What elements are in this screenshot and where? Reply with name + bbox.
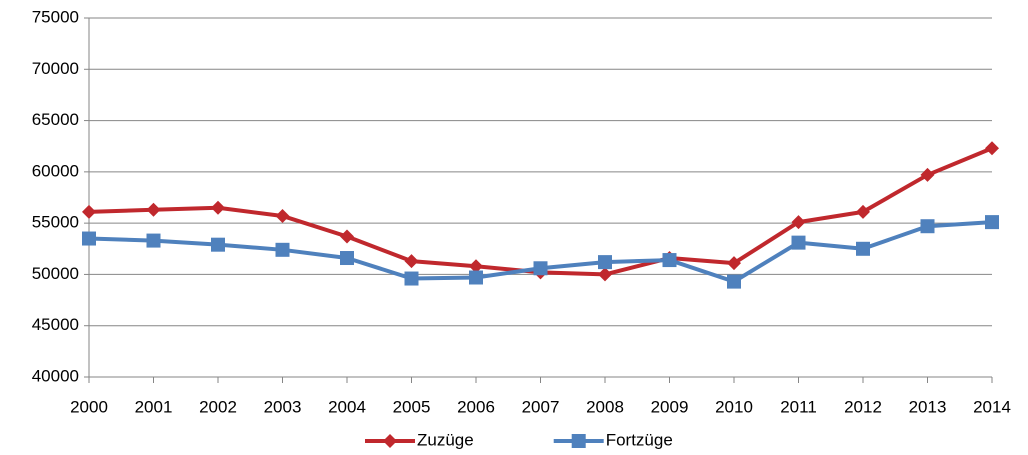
x-tick-label: 2007 bbox=[522, 397, 560, 416]
data-point bbox=[469, 270, 483, 285]
x-tick-label: 2012 bbox=[844, 397, 882, 416]
legend-label: Fortzüge bbox=[606, 430, 673, 449]
y-tick-label: 65000 bbox=[32, 110, 79, 129]
data-point bbox=[146, 202, 161, 217]
data-point bbox=[146, 233, 161, 248]
data-point bbox=[275, 208, 290, 223]
x-tick-label: 2006 bbox=[457, 397, 495, 416]
data-point bbox=[211, 200, 225, 215]
x-tick-label: 2002 bbox=[199, 397, 237, 416]
data-point bbox=[985, 141, 999, 156]
legend-marker bbox=[571, 434, 586, 448]
data-point bbox=[727, 274, 741, 289]
x-tick-label: 2009 bbox=[651, 397, 689, 416]
data-point bbox=[211, 237, 225, 252]
data-point bbox=[920, 219, 935, 234]
data-point bbox=[856, 204, 870, 219]
x-tick-label: 2001 bbox=[135, 397, 173, 416]
data-point bbox=[404, 254, 419, 269]
data-point bbox=[920, 167, 935, 182]
y-tick-label: 50000 bbox=[32, 264, 79, 283]
y-tick-label: 70000 bbox=[32, 59, 79, 78]
data-point bbox=[791, 215, 806, 230]
data-point bbox=[662, 253, 677, 268]
data-point bbox=[598, 267, 612, 282]
x-tick-label: 2013 bbox=[909, 397, 947, 416]
x-tick-label: 2005 bbox=[393, 397, 431, 416]
data-point bbox=[82, 204, 96, 219]
data-point bbox=[340, 251, 354, 266]
y-tick-label: 45000 bbox=[32, 315, 79, 334]
y-tick-label: 75000 bbox=[32, 7, 79, 26]
x-tick-label: 2014 bbox=[973, 397, 1011, 416]
data-point bbox=[404, 271, 419, 286]
y-tick-label: 55000 bbox=[32, 213, 79, 232]
y-tick-label: 60000 bbox=[32, 161, 79, 180]
data-point bbox=[340, 229, 354, 244]
data-point bbox=[985, 215, 999, 230]
legend-marker bbox=[383, 434, 397, 448]
data-point bbox=[275, 242, 290, 257]
data-point bbox=[533, 261, 548, 276]
x-tick-label: 2003 bbox=[264, 397, 302, 416]
x-tick-label: 2000 bbox=[70, 397, 108, 416]
data-point bbox=[856, 241, 870, 256]
x-tick-label: 2008 bbox=[586, 397, 624, 416]
data-point bbox=[82, 231, 96, 246]
data-point bbox=[791, 235, 806, 250]
data-point bbox=[469, 259, 483, 274]
data-point bbox=[727, 256, 741, 271]
data-point bbox=[598, 255, 612, 270]
x-tick-label: 2004 bbox=[328, 397, 366, 416]
x-tick-label: 2011 bbox=[780, 397, 817, 416]
y-tick-label: 40000 bbox=[32, 366, 79, 385]
legend-label: Zuzüge bbox=[417, 430, 474, 449]
x-tick-label: 2010 bbox=[715, 397, 753, 416]
